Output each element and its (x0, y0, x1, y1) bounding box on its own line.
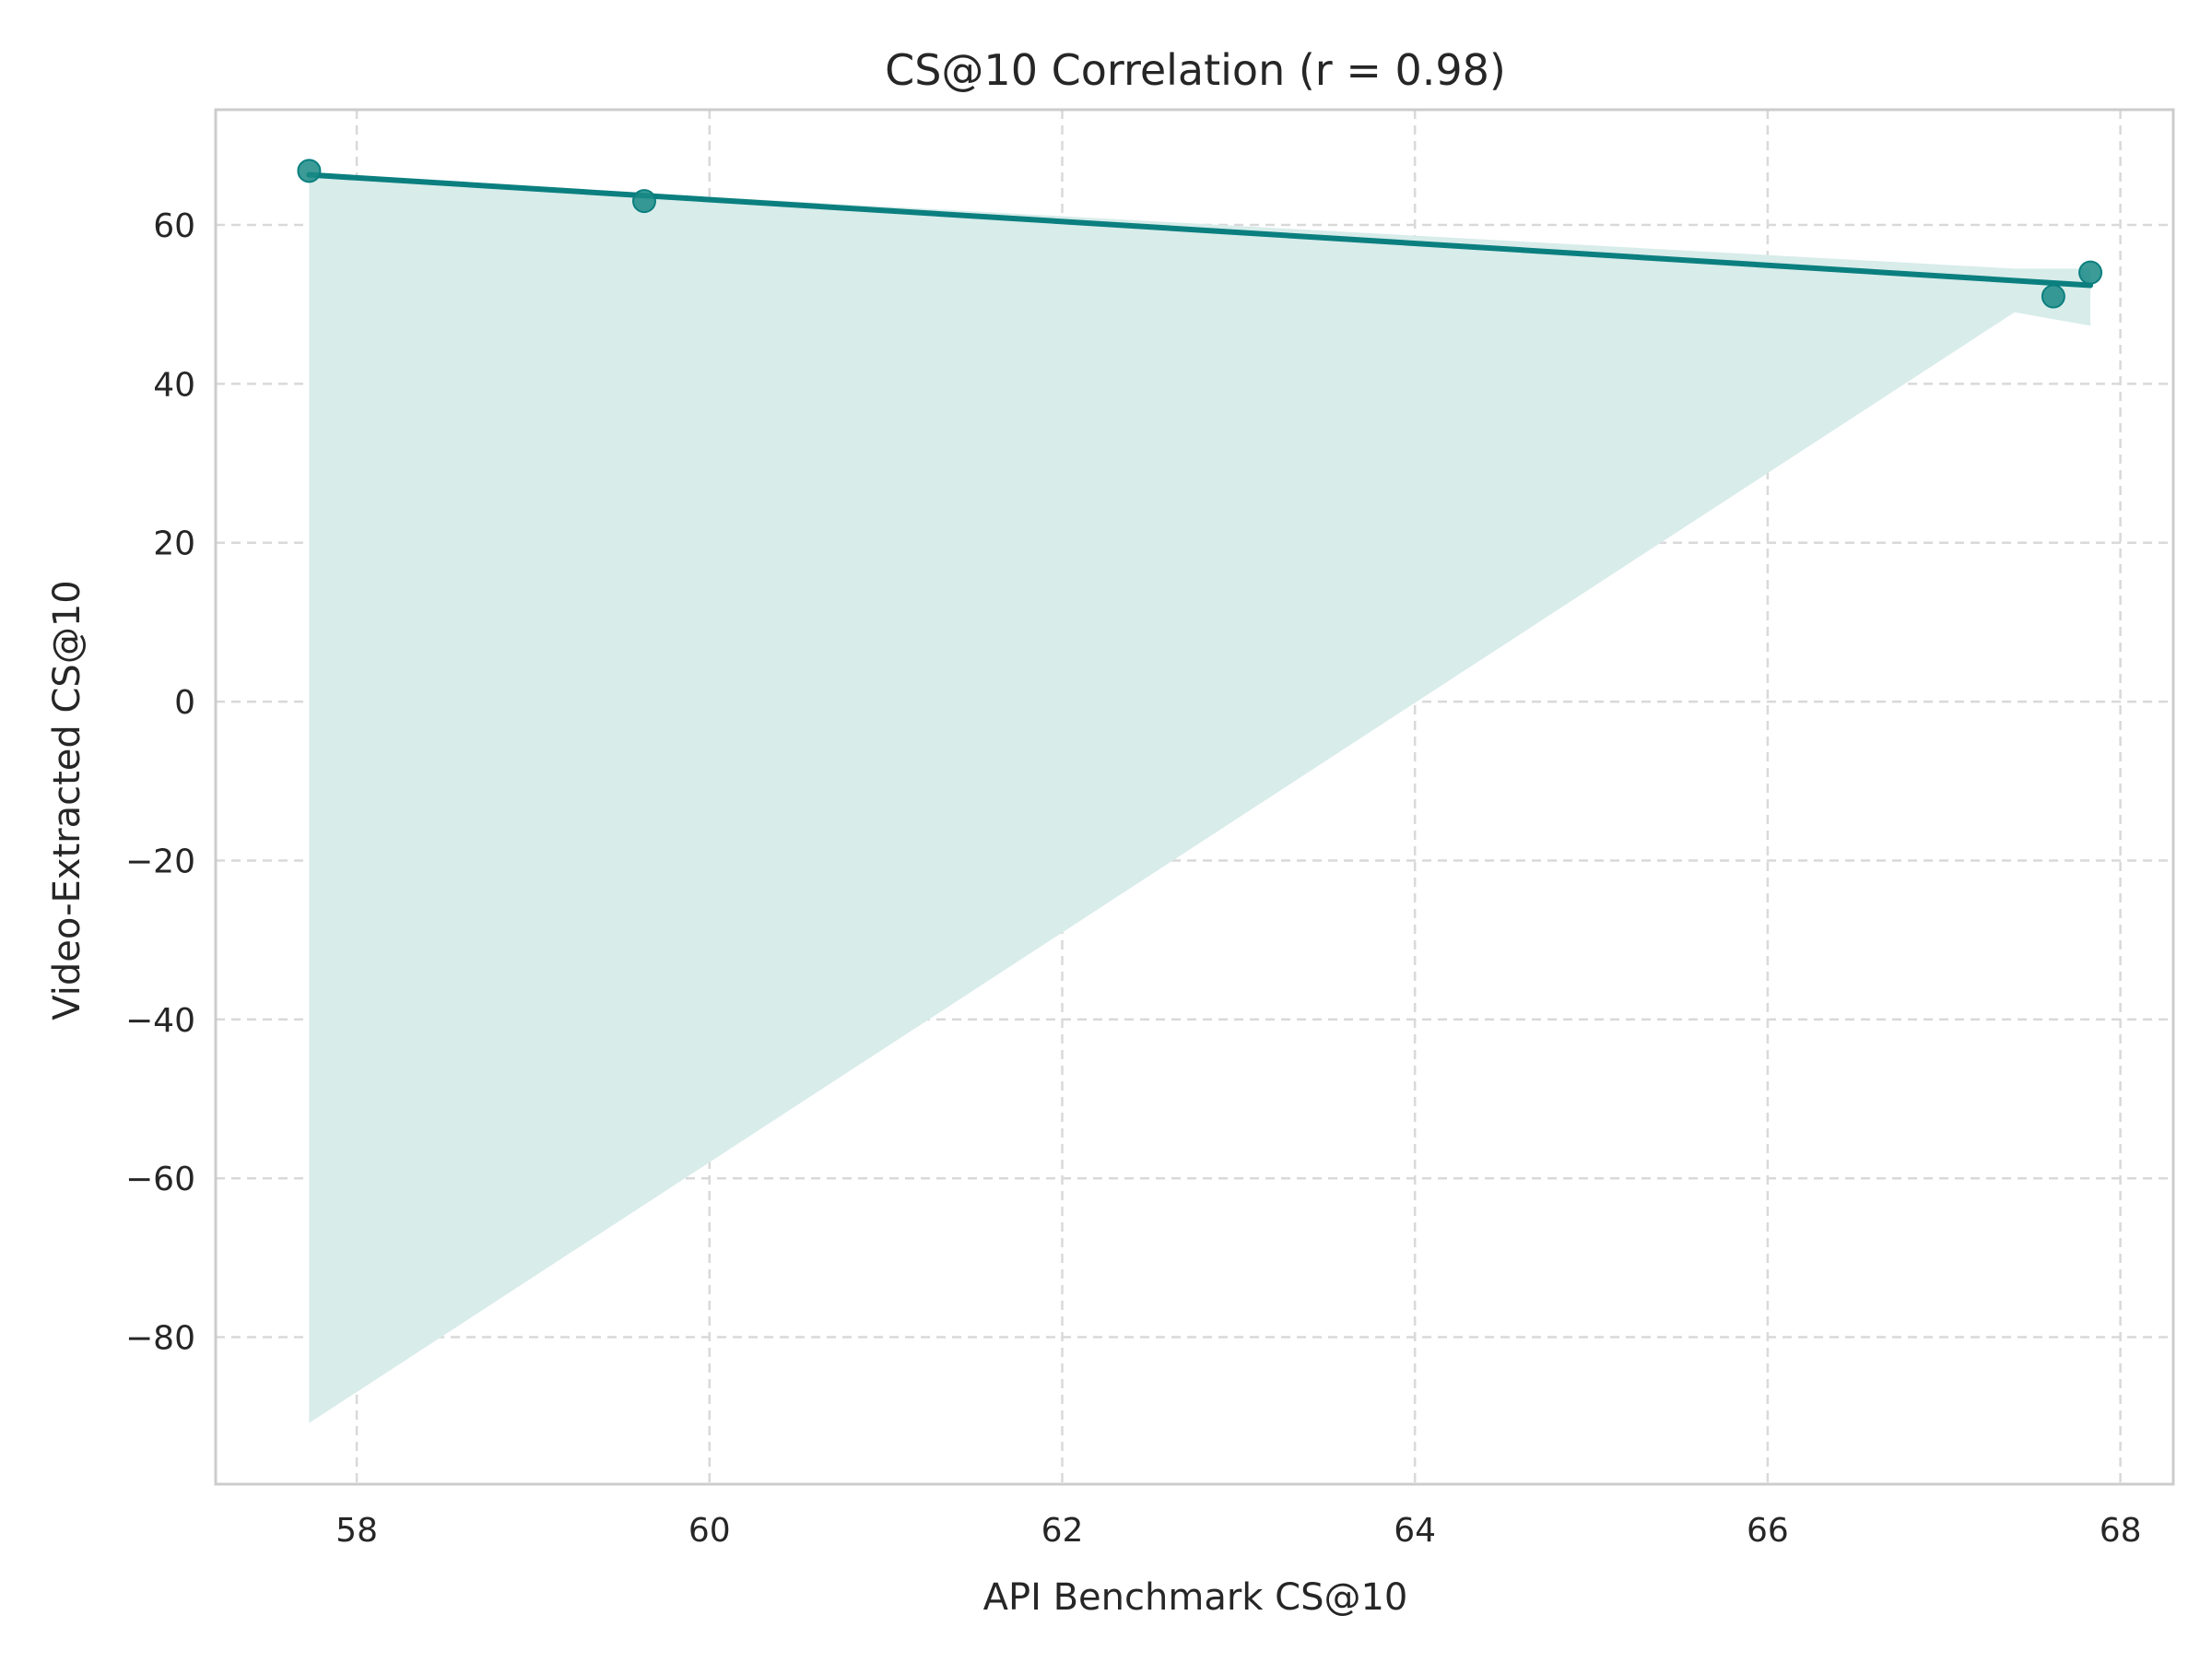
y-tick-label: −20 (125, 843, 195, 880)
x-tick-label: 60 (688, 1512, 731, 1550)
y-tick-label: 60 (153, 207, 195, 245)
x-tick-label: 58 (335, 1512, 378, 1550)
data-points (297, 159, 2103, 309)
y-tick-label: 40 (153, 366, 195, 404)
data-point (297, 159, 322, 183)
data-point (631, 189, 656, 214)
x-axis-label: API Benchmark CS@10 (983, 1576, 1408, 1619)
regression-line-group (306, 171, 2094, 289)
x-tick-label: 64 (1394, 1512, 1436, 1550)
x-tick-labels: 58 60 62 64 66 68 (335, 1512, 2141, 1550)
x-tick-label: 68 (2100, 1512, 2142, 1550)
y-tick-labels: −80 −60 −40 −20 0 20 40 60 (125, 207, 195, 1358)
x-tick-label: 66 (1747, 1512, 1789, 1550)
y-tick-label: −40 (125, 1002, 195, 1040)
confidence-band (309, 174, 2091, 1423)
y-tick-label: 0 (174, 684, 195, 722)
confidence-band-area (309, 174, 2091, 1423)
data-point (2078, 260, 2103, 285)
x-tick-label: 62 (1041, 1512, 1084, 1550)
data-point (2041, 284, 2065, 309)
chart-title: CS@10 Correlation (r = 0.98) (885, 45, 1506, 95)
regression-line (306, 171, 2094, 289)
y-axis-label: Video-Extracted CS@10 (46, 580, 88, 1020)
plot-frame (214, 108, 2175, 1486)
y-tick-label: −80 (125, 1320, 195, 1358)
y-tick-label: 20 (153, 525, 195, 563)
y-tick-label: −60 (125, 1161, 195, 1198)
